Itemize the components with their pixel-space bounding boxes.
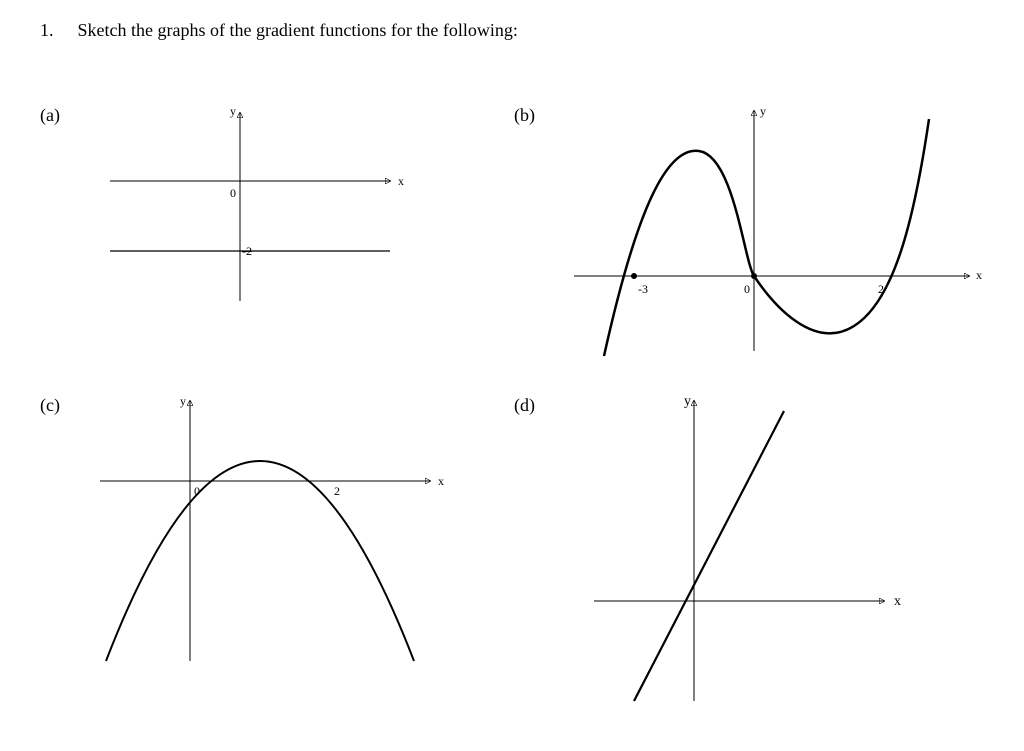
subpart-d-label: (d): [514, 391, 554, 416]
x-axis-label: x: [438, 474, 444, 488]
x-axis-label: x: [398, 174, 404, 188]
root-label-neg3: -3: [638, 282, 648, 296]
y-axis-label: y: [180, 394, 186, 408]
origin-label: 0: [230, 186, 236, 200]
plot-a: y x 0 -2: [90, 101, 410, 321]
linear-curve: [634, 411, 784, 701]
plot-c: y x 0 2: [90, 391, 450, 671]
plot-b: y x -3 0 2: [564, 101, 984, 361]
origin-label: 0: [194, 484, 200, 498]
question-text: Sketch the graphs of the gradient functi…: [78, 20, 518, 41]
intercept2-label: 2: [334, 484, 340, 498]
cubic-curve: [604, 119, 929, 356]
subpart-a-label: (a): [40, 101, 80, 126]
neg2-label: -2: [242, 244, 252, 258]
x-axis-label: x: [894, 594, 901, 609]
root-dot-neg3: [631, 273, 637, 279]
root-label-2: 2: [878, 282, 884, 296]
subpart-grid: (a) y x 0 -2 (b): [40, 101, 984, 711]
subpart-c: (c) y x 0 2: [40, 391, 504, 711]
root-dot-0: [751, 273, 757, 279]
subpart-b: (b) y x -3 0 2: [514, 101, 984, 361]
y-axis-label: y: [684, 394, 691, 409]
root-label-0: 0: [744, 282, 750, 296]
question-number: 1.: [40, 20, 54, 41]
y-axis-label: y: [230, 104, 236, 118]
parabola-curve: [106, 461, 414, 661]
subpart-c-label: (c): [40, 391, 80, 416]
question-row: 1. Sketch the graphs of the gradient fun…: [40, 20, 984, 41]
y-axis-label: y: [760, 104, 766, 118]
subpart-d: (d) y x: [514, 391, 984, 711]
subpart-b-label: (b): [514, 101, 554, 126]
x-axis-label: x: [976, 268, 982, 282]
subpart-a: (a) y x 0 -2: [40, 101, 504, 361]
plot-d: y x: [564, 391, 924, 711]
